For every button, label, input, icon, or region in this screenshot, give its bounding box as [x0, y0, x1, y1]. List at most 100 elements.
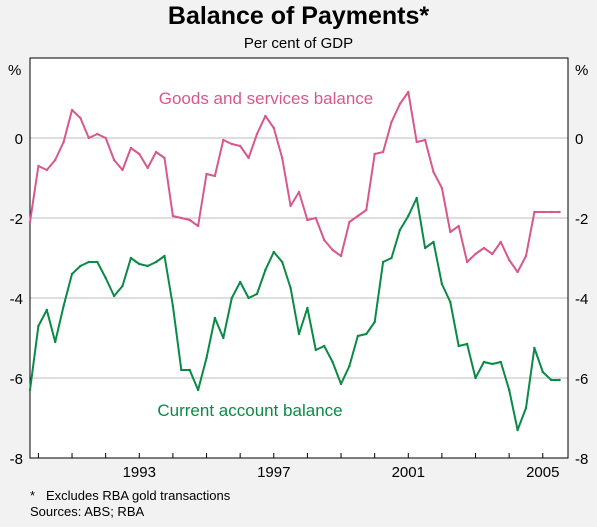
current-account-point: [104, 276, 107, 280]
current-account-point: [45, 308, 49, 312]
current-account-point: [339, 382, 343, 386]
current-account-point: [196, 388, 200, 392]
current-account-point: [154, 260, 158, 264]
current-account-point: [222, 336, 225, 340]
goods-services-point: [180, 216, 183, 220]
current-account-point: [549, 378, 553, 382]
goods-services-point: [104, 136, 107, 140]
goods-services-point: [440, 186, 444, 190]
goods-services-point: [205, 172, 208, 176]
current-account-point: [163, 254, 166, 258]
goods-services-point: [432, 170, 435, 174]
goods-services-point: [533, 210, 536, 214]
goods-services-point: [196, 224, 200, 228]
y-tick-label-left: -6: [10, 371, 23, 388]
current-account-point: [28, 388, 32, 392]
current-account-point: [432, 240, 435, 244]
current-account-point: [87, 260, 91, 264]
y-unit-right: %: [575, 62, 589, 79]
current-account-point: [297, 332, 301, 336]
current-account-point: [398, 228, 402, 232]
goods-services-point: [558, 210, 561, 214]
current-account-point: [37, 324, 40, 328]
current-account-point: [314, 348, 318, 352]
y-tick-label-right: 0: [575, 131, 583, 148]
goods-services-point: [499, 240, 502, 244]
goods-services-point: [238, 144, 242, 148]
goods-services-point: [541, 210, 544, 214]
goods-services-point: [213, 174, 217, 178]
goods-services-point: [255, 132, 259, 136]
goods-services-point: [280, 156, 284, 160]
current-account-point: [146, 264, 149, 268]
y-unit-left: %: [8, 62, 22, 79]
current-account-point: [255, 292, 259, 296]
current-account-point: [180, 368, 183, 372]
current-account-point: [482, 360, 486, 364]
goods-services-point: [339, 254, 343, 258]
goods-services-label: Goods and services balance: [159, 89, 374, 108]
y-tick-label-left: -2: [10, 211, 23, 228]
goods-services-point: [348, 220, 351, 224]
current-account-point: [373, 320, 376, 324]
current-account-point: [112, 294, 116, 298]
goods-services-point: [381, 150, 385, 154]
goods-services-point: [188, 218, 191, 222]
goods-services-point: [28, 220, 32, 224]
current-account-point: [171, 304, 175, 308]
goods-services-point: [121, 168, 124, 172]
goods-services-point: [356, 214, 360, 218]
goods-services-point: [45, 168, 49, 172]
goods-services-point: [516, 270, 519, 274]
current-account-point: [70, 272, 74, 276]
goods-services-point: [407, 90, 410, 94]
goods-services-point: [373, 152, 376, 156]
current-account-point: [457, 344, 460, 348]
current-account-point: [323, 344, 326, 348]
goods-services-point: [138, 152, 141, 156]
sources: Sources: ABS; RBA: [30, 504, 145, 519]
chart-notes: * Excludes RBA gold transactions Sources:…: [30, 488, 230, 520]
current-account-point: [474, 376, 477, 380]
plot-area: [30, 58, 568, 458]
goods-services-point: [331, 248, 334, 252]
goods-services-point: [171, 214, 175, 218]
current-account-point: [213, 316, 217, 320]
goods-services-point: [549, 210, 553, 214]
current-account-point: [79, 264, 82, 268]
current-account-point: [381, 260, 385, 264]
current-account-line: [29, 197, 560, 431]
goods-services-point: [54, 158, 57, 162]
current-account-point: [499, 360, 502, 364]
goods-services-point: [507, 258, 511, 262]
current-account-point: [390, 256, 393, 260]
current-account-point: [423, 246, 427, 250]
current-account-point: [188, 368, 191, 372]
goods-services-point: [37, 164, 40, 168]
goods-services-point: [398, 102, 402, 106]
current-account-point: [230, 296, 233, 300]
y-tick-label-right: -6: [575, 371, 588, 388]
goods-services-point: [247, 156, 250, 160]
current-account-point: [129, 256, 133, 260]
goods-services-point: [365, 208, 368, 212]
current-account-point: [465, 342, 469, 346]
goods-services-point: [423, 138, 427, 142]
y-tick-label-right: -2: [575, 211, 588, 228]
goods-services-point: [465, 260, 469, 264]
goods-services-point: [70, 108, 74, 112]
chart-subtitle: Per cent of GDP: [243, 35, 354, 52]
goods-services-point: [482, 246, 486, 250]
footnote-mark: *: [30, 488, 36, 503]
footnote-text: Excludes RBA gold transactions: [46, 488, 231, 503]
current-account-point: [54, 340, 57, 344]
y-tick-label-right: -4: [575, 291, 588, 308]
current-account-point: [272, 250, 275, 254]
current-account-point: [247, 296, 250, 300]
x-tick-label: 2005: [526, 464, 559, 481]
goods-services-point: [154, 150, 158, 154]
goods-services-point: [297, 190, 301, 194]
y-tick-label-right: -8: [575, 451, 588, 468]
current-account-point: [415, 196, 418, 200]
